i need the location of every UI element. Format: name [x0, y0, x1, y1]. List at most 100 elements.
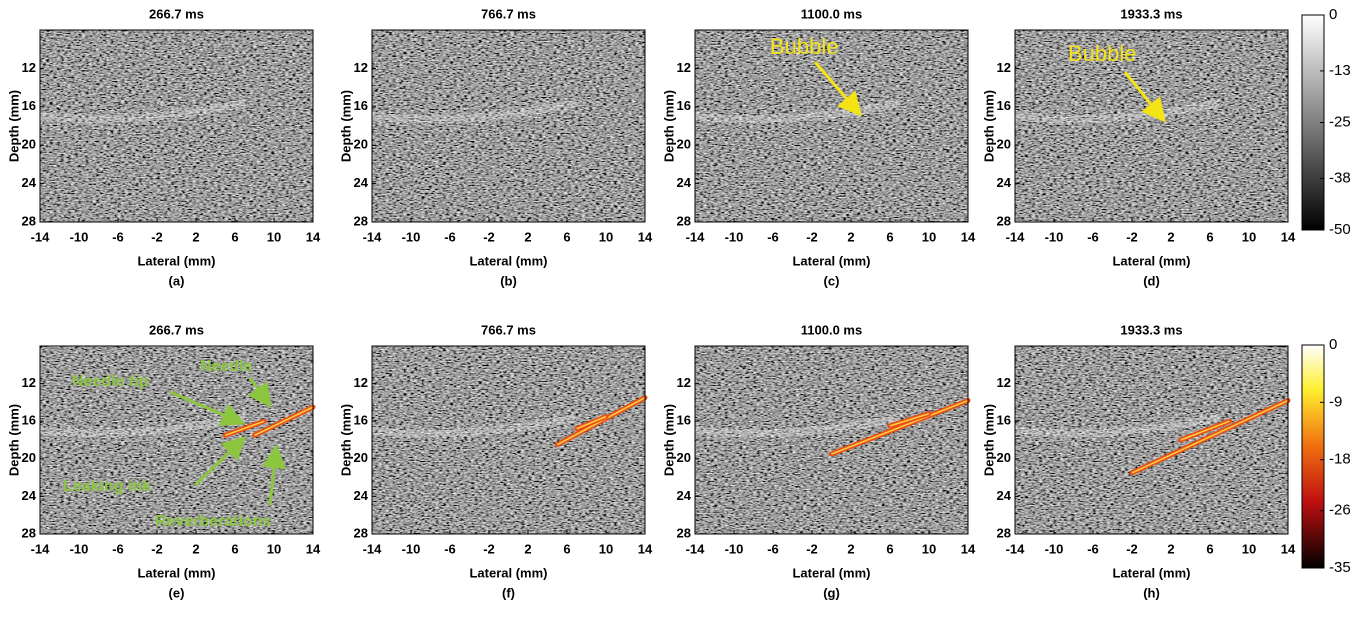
y-tick-label: 16 [677, 413, 691, 428]
annotation-arrow [247, 377, 272, 408]
x-tick-label: 10 [922, 541, 936, 556]
x-axis-label: Lateral (mm) [1112, 565, 1190, 580]
x-tick-label: -6 [444, 541, 456, 556]
panel-label: (d) [1143, 273, 1160, 288]
annotation-arrow [262, 444, 286, 506]
annotation-arrow [1123, 71, 1166, 123]
y-tick-label: 24 [677, 488, 692, 503]
flow-core [224, 420, 265, 437]
y-axis-label: Depth (mm) [6, 90, 21, 162]
x-tick-label: -14 [31, 229, 51, 244]
x-axis-label: Lateral (mm) [469, 565, 547, 580]
y-tick-label: 20 [22, 137, 36, 152]
tissue-layer [1014, 413, 1221, 438]
panel-label: (a) [169, 273, 185, 288]
x-tick-label: 14 [306, 229, 321, 244]
y-tick-label: 20 [354, 137, 368, 152]
x-tick-label: 14 [961, 229, 976, 244]
tissue-layer [694, 413, 901, 438]
y-tick-label: 20 [354, 450, 368, 465]
x-tick-label: 10 [922, 229, 936, 244]
x-tick-label: -2 [151, 541, 163, 556]
x-tick-label: 14 [1281, 541, 1296, 556]
colorbar-tick-label: -38 [1329, 169, 1351, 186]
y-tick-label: 24 [22, 488, 37, 503]
y-tick-label: 12 [997, 375, 1011, 390]
tissue-layer [371, 413, 578, 438]
ultrasound-image [1015, 346, 1288, 534]
x-tick-label: -2 [483, 229, 495, 244]
flow-core [1131, 399, 1289, 474]
x-tick-label: -10 [70, 541, 89, 556]
y-tick-label: 12 [22, 60, 36, 75]
x-tick-label: 14 [638, 229, 653, 244]
ultrasound-image [1015, 30, 1288, 222]
x-tick-label: -2 [806, 229, 818, 244]
x-tick-label: -6 [112, 541, 124, 556]
ultrasound-image [695, 346, 968, 534]
tissue-layer [39, 99, 246, 124]
ultrasound-image [372, 346, 645, 534]
y-tick-label: 24 [997, 175, 1012, 190]
x-tick-label: 14 [638, 541, 653, 556]
x-tick-label: -10 [402, 541, 421, 556]
annotation: Leaking ink [63, 478, 151, 495]
x-tick-label: 6 [231, 229, 238, 244]
panel-label: (f) [502, 585, 515, 600]
ultrasound-image [40, 30, 313, 222]
flow-core [831, 399, 969, 455]
annotation-arrow [813, 61, 862, 117]
plot-frame [1014, 29, 1289, 223]
y-tick-label: 28 [22, 525, 36, 540]
plot-frame [694, 29, 969, 223]
panel-title: 766.7 ms [481, 322, 536, 337]
x-tick-label: -2 [151, 229, 163, 244]
panel-label: (g) [823, 585, 840, 600]
tissue-layer [694, 99, 901, 124]
flow-core [254, 406, 314, 436]
x-tick-label: 14 [306, 541, 321, 556]
y-tick-label: 20 [997, 450, 1011, 465]
y-tick-label: 16 [354, 413, 368, 428]
x-tick-label: -10 [402, 229, 421, 244]
x-tick-label: 6 [1206, 541, 1213, 556]
tissue-layer [1014, 99, 1221, 124]
y-tick-label: 16 [22, 413, 36, 428]
colorbar-tick-label: -26 [1329, 502, 1351, 519]
x-tick-label: -10 [1045, 229, 1064, 244]
annotation: Bubble [770, 34, 839, 59]
ultrasound-image [695, 30, 968, 222]
x-tick-label: 2 [847, 229, 854, 244]
x-tick-label: -6 [112, 229, 124, 244]
y-tick-label: 12 [354, 375, 368, 390]
annotation: Bubble [1068, 41, 1137, 66]
x-tick-label: 6 [1206, 229, 1213, 244]
x-tick-label: 10 [267, 541, 281, 556]
x-tick-label: 6 [563, 229, 570, 244]
y-tick-label: 20 [22, 450, 36, 465]
y-tick-label: 12 [677, 375, 691, 390]
panel-label: (e) [169, 585, 185, 600]
flow-core [1180, 420, 1230, 441]
x-axis-label: Lateral (mm) [1112, 253, 1190, 268]
colorbar-tick-label: -35 [1329, 559, 1351, 576]
flow-core [576, 415, 607, 430]
x-tick-label: 2 [192, 541, 199, 556]
ultrasound-image [40, 346, 313, 534]
x-tick-label: 6 [886, 229, 893, 244]
panel-label: (c) [824, 273, 840, 288]
panel-label: (b) [500, 273, 517, 288]
plot-frame [39, 29, 314, 223]
annotation: Reverberations [155, 513, 272, 530]
y-tick-label: 16 [997, 413, 1011, 428]
x-tick-label: 14 [1281, 229, 1296, 244]
x-tick-label: -6 [767, 229, 779, 244]
panel-title: 1100.0 ms [801, 322, 862, 337]
x-tick-label: -6 [1087, 229, 1099, 244]
x-tick-label: -14 [363, 541, 383, 556]
x-tick-label: 2 [524, 541, 531, 556]
colorbar [1301, 344, 1325, 569]
flow-core [889, 412, 930, 427]
panel-title: 766.7 ms [481, 6, 536, 21]
